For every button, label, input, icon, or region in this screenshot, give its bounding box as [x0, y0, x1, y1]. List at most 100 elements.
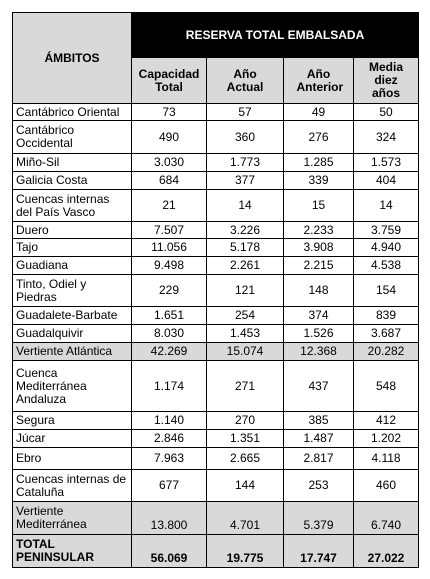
column-header-text: Media diez años — [369, 60, 404, 100]
reservoir-table: ÁMBITOS RESERVA TOTAL EMBALSADA Capacida… — [12, 12, 420, 568]
row-label: Miño-Sil — [12, 153, 132, 172]
cell-value: 3.226 — [206, 221, 284, 239]
table-row: Ebro 7.963 2.665 2.817 4.118 — [12, 447, 420, 470]
cell-value: 49 — [283, 103, 354, 121]
cell-value: 7.507 — [131, 221, 207, 239]
cell-value: 12.368 — [283, 342, 354, 361]
cell-value: 412 — [352, 411, 420, 430]
first-column-header: ÁMBITOS — [12, 12, 132, 104]
cell-value: 2.665 — [206, 447, 284, 470]
group-header: RESERVA TOTAL EMBALSADA — [130, 12, 420, 58]
cell-value: 15.074 — [206, 342, 284, 361]
cell-value: 42.269 — [131, 342, 207, 361]
table-row: Cantábrico Occidental 490 360 276 324 — [12, 120, 420, 154]
row-label: Cantábrico Oriental — [12, 103, 132, 121]
row-label: Guadalete-Barbate — [12, 306, 132, 325]
cell-value: 4.940 — [352, 238, 420, 257]
table-row: Cantábrico Oriental 73 57 49 50 — [12, 103, 420, 121]
cell-value: 1.351 — [206, 429, 284, 448]
row-label: Guadalquivir — [12, 324, 132, 343]
cell-value: 490 — [131, 120, 207, 154]
table-row: Cuenca Mediterránea Andaluza 1.174 271 437 5… — [12, 360, 420, 412]
cell-value: 57 — [206, 103, 284, 121]
table-row: Galicia Costa 684 377 339 404 — [12, 171, 420, 190]
column-header: Año Actual — [206, 57, 284, 104]
cell-value: 5.379 — [283, 501, 354, 535]
table-row: TOTAL PENINSULAR 56.069 19.775 17.747 27.022 — [12, 534, 420, 568]
table-row: Cuencas internas de Cataluña 677 144 253 460 — [12, 469, 420, 502]
table-row: Vertiente Mediterránea 13.800 4.701 5.379 6.… — [12, 501, 420, 535]
table-row: Guadalquivir 8.030 1.453 1.526 3.687 — [12, 324, 420, 343]
row-label: Vertiente Mediterránea — [12, 501, 132, 535]
cell-value: 254 — [206, 306, 284, 325]
cell-value: 2.233 — [283, 221, 354, 239]
cell-value: 5.178 — [206, 238, 284, 257]
cell-value: 677 — [131, 469, 207, 502]
cell-value: 4.701 — [206, 501, 284, 535]
cell-value: 50 — [352, 103, 420, 121]
cell-value: 271 — [206, 360, 284, 412]
row-label: Vertiente Atlántica — [12, 342, 132, 361]
cell-value: 144 — [206, 469, 284, 502]
cell-value: 404 — [352, 171, 420, 190]
cell-value: 270 — [206, 411, 284, 430]
cell-value: 3.759 — [352, 221, 420, 239]
cell-value: 377 — [206, 171, 284, 190]
cell-value: 4.118 — [352, 447, 420, 470]
cell-value: 56.069 — [131, 534, 207, 568]
cell-value: 148 — [283, 274, 354, 307]
cell-value: 121 — [206, 274, 284, 307]
cell-value: 385 — [283, 411, 354, 430]
cell-value: 17.747 — [283, 534, 354, 568]
cell-value: 73 — [131, 103, 207, 121]
cell-value: 437 — [283, 360, 354, 412]
cell-value: 1.202 — [352, 429, 420, 448]
row-label: Duero — [12, 221, 132, 239]
cell-value: 4.538 — [352, 256, 420, 275]
cell-value: 1.487 — [283, 429, 354, 448]
cell-value: 684 — [131, 171, 207, 190]
table-row: Cuencas internas del País Vasco 21 14 15 14 — [12, 189, 420, 222]
column-header: Capacidad Total — [131, 57, 207, 104]
column-header-text: Año Anterior — [296, 66, 344, 94]
cell-value: 1.453 — [206, 324, 284, 343]
cell-value: 2.817 — [283, 447, 354, 470]
row-label: Cuencas internas de Cataluña — [12, 469, 132, 502]
column-header: Media diez años — [352, 57, 420, 104]
column-header: Año Anterior — [283, 57, 354, 104]
cell-value: 6.740 — [352, 501, 420, 535]
cell-value: 2.261 — [206, 256, 284, 275]
table-row: Segura 1.140 270 385 412 — [12, 411, 420, 430]
column-header-text: Año Actual — [226, 66, 264, 94]
cell-value: 3.030 — [131, 153, 207, 172]
table-row: Júcar 2.846 1.351 1.487 1.202 — [12, 429, 420, 448]
row-label: TOTAL PENINSULAR — [12, 534, 132, 568]
cell-value: 229 — [131, 274, 207, 307]
cell-value: 15 — [283, 189, 354, 222]
table-row: Guadiana 9.498 2.261 2.215 4.538 — [12, 256, 420, 275]
cell-value: 1.140 — [131, 411, 207, 430]
cell-value: 13.800 — [131, 501, 207, 535]
table-row: Guadalete-Barbate 1.651 254 374 839 — [12, 306, 420, 325]
row-label: Cantábrico Occidental — [12, 120, 132, 154]
row-label: Segura — [12, 411, 132, 430]
row-label: Cuenca Mediterránea Andaluza — [12, 360, 132, 412]
row-label: Ebro — [12, 447, 132, 470]
cell-value: 1.573 — [352, 153, 420, 172]
column-header-text: Capacidad Total — [138, 66, 200, 94]
row-label: Cuencas internas del País Vasco — [12, 189, 132, 222]
cell-value: 339 — [283, 171, 354, 190]
cell-value: 324 — [352, 120, 420, 154]
cell-value: 253 — [283, 469, 354, 502]
table-row: Duero 7.507 3.226 2.233 3.759 — [12, 221, 420, 239]
cell-value: 460 — [352, 469, 420, 502]
row-label: Guadiana — [12, 256, 132, 275]
cell-value: 8.030 — [131, 324, 207, 343]
cell-value: 3.908 — [283, 238, 354, 257]
cell-value: 19.775 — [206, 534, 284, 568]
cell-value: 1.174 — [131, 360, 207, 412]
cell-value: 1.773 — [206, 153, 284, 172]
cell-value: 20.282 — [352, 342, 420, 361]
cell-value: 27.022 — [352, 534, 420, 568]
